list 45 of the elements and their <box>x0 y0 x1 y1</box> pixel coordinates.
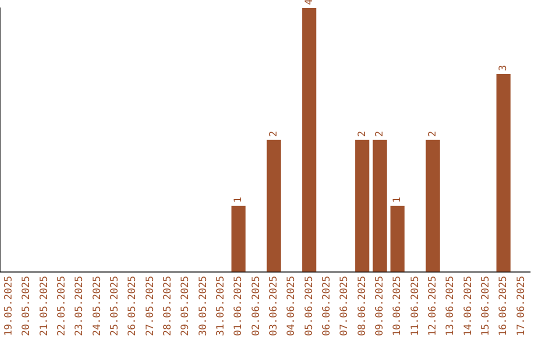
bar <box>390 206 405 272</box>
x-tick-label: 17.06.2025 <box>516 276 527 336</box>
x-tick-label: 11.06.2025 <box>410 276 421 336</box>
x-tick-label: 15.06.2025 <box>480 276 492 336</box>
bar <box>426 140 440 272</box>
data-label: 2 <box>374 130 386 137</box>
data-label: 2 <box>356 130 368 137</box>
data-label: 1 <box>392 196 404 203</box>
x-tick-label: 09.06.2025 <box>374 276 386 336</box>
data-label: 2 <box>427 130 438 137</box>
x-tick-label: 06.06.2025 <box>321 276 332 336</box>
x-tick-label: 03.06.2025 <box>268 276 280 336</box>
x-tick-label: 04.06.2025 <box>286 276 298 336</box>
x-tick-label: 16.06.2025 <box>498 276 510 336</box>
bar <box>231 206 246 272</box>
bar <box>496 74 511 272</box>
x-tick-label: 25.05.2025 <box>109 276 120 336</box>
data-label: 2 <box>268 130 280 137</box>
x-tick-label: 27.05.2025 <box>144 276 156 336</box>
x-tick-label: 01.06.2025 <box>233 276 244 336</box>
x-tick-label: 22.05.2025 <box>56 276 68 336</box>
x-tick-label: 28.05.2025 <box>162 276 174 336</box>
x-tick-label: 23.05.2025 <box>74 276 86 336</box>
x-tick-label: 24.05.2025 <box>92 276 103 336</box>
x-tick-label: 20.05.2025 <box>21 276 32 336</box>
x-tick-label: 08.06.2025 <box>356 276 368 336</box>
bar <box>355 140 370 272</box>
x-tick-label: 30.05.2025 <box>198 276 209 336</box>
x-tick-label: 02.06.2025 <box>250 276 262 336</box>
x-tick-label: 05.06.2025 <box>304 276 315 336</box>
x-tick-label: 10.06.2025 <box>392 276 404 336</box>
x-tick-label: 31.05.2025 <box>215 276 226 336</box>
bar <box>266 140 281 272</box>
x-tick-label: 13.06.2025 <box>445 276 456 336</box>
x-tick-label: 07.06.2025 <box>339 276 350 336</box>
x-tick-label: 12.06.2025 <box>427 276 438 336</box>
x-tick-label: 14.06.2025 <box>462 276 474 336</box>
data-label: 1 <box>233 196 244 203</box>
x-tick-label: 19.05.2025 <box>3 276 14 336</box>
x-tick-label: 26.05.2025 <box>127 276 138 336</box>
bar <box>372 140 387 272</box>
bar <box>302 8 316 272</box>
x-tick-label: 21.05.2025 <box>38 276 50 336</box>
x-tick-label: 29.05.2025 <box>180 276 192 336</box>
data-label: 3 <box>498 64 510 71</box>
